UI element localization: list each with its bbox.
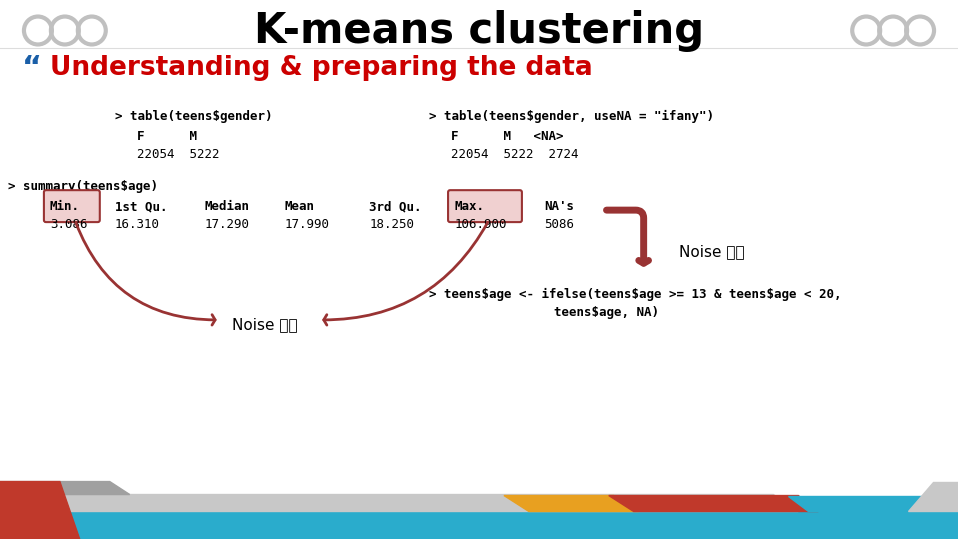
Text: 16.310: 16.310: [115, 218, 159, 231]
Text: 5086: 5086: [544, 218, 574, 231]
Text: 106.900: 106.900: [454, 218, 507, 231]
Text: K-means clustering: K-means clustering: [254, 10, 704, 51]
Text: > teens$age <- ifelse(teens$age >= 13 & teens$age < 20,: > teens$age <- ifelse(teens$age >= 13 & …: [429, 288, 842, 301]
Polygon shape: [788, 496, 958, 511]
Text: Noise 제거: Noise 제거: [679, 245, 744, 260]
FancyArrowPatch shape: [76, 222, 215, 325]
Text: 17.290: 17.290: [204, 218, 250, 231]
FancyBboxPatch shape: [44, 190, 100, 222]
Text: 22054  5222  2724: 22054 5222 2724: [451, 148, 579, 161]
Text: Noise 의심: Noise 의심: [231, 318, 298, 333]
Text: Max.: Max.: [454, 200, 484, 213]
Bar: [0, 511, 958, 539]
Text: Understanding & preparing the data: Understanding & preparing the data: [50, 56, 592, 82]
Text: Mean: Mean: [284, 200, 315, 213]
Text: 1st Qu.: 1st Qu.: [115, 200, 167, 213]
Text: NA's: NA's: [544, 200, 574, 213]
Text: 22054  5222: 22054 5222: [136, 148, 219, 161]
Text: > summary(teens$age): > summary(teens$age): [8, 180, 158, 193]
Text: teens$age, NA): teens$age, NA): [449, 306, 660, 319]
Text: F      M   <NA>: F M <NA>: [451, 130, 564, 143]
Polygon shape: [908, 482, 958, 511]
Text: Min.: Min.: [50, 200, 80, 213]
Text: 17.990: 17.990: [284, 218, 329, 231]
Text: 18.250: 18.250: [370, 218, 414, 231]
Text: > table(teens$gender): > table(teens$gender): [115, 110, 273, 123]
Text: 3rd Qu.: 3rd Qu.: [370, 200, 421, 213]
Text: “: “: [22, 54, 42, 83]
Polygon shape: [0, 482, 80, 539]
Text: > table(teens$gender, useNA = "ifany"): > table(teens$gender, useNA = "ifany"): [429, 110, 714, 124]
Text: 3.086: 3.086: [50, 218, 87, 231]
Polygon shape: [504, 496, 638, 511]
Text: F      M: F M: [136, 130, 197, 143]
Polygon shape: [0, 495, 799, 511]
Text: Median: Median: [204, 200, 250, 213]
FancyArrowPatch shape: [324, 222, 488, 325]
FancyBboxPatch shape: [448, 190, 522, 222]
Polygon shape: [609, 496, 818, 511]
Polygon shape: [0, 482, 130, 495]
